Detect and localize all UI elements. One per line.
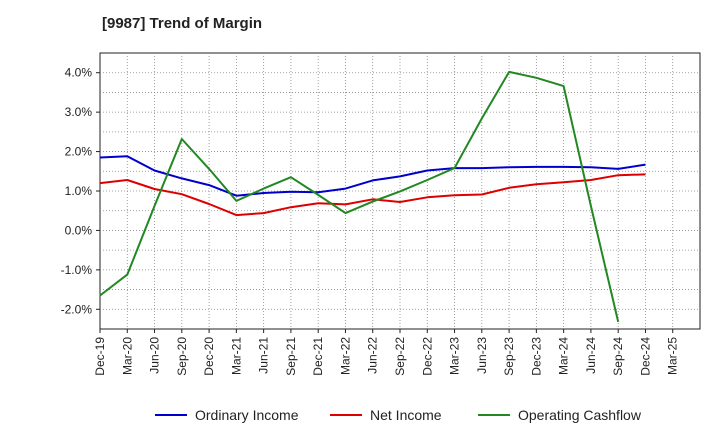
x-tick-label: Mar-22 (338, 337, 352, 375)
x-tick-label: Mar-25 (666, 337, 680, 375)
x-tick-label: Dec-21 (311, 337, 325, 376)
legend-label: Ordinary Income (195, 407, 299, 423)
y-tick-label: 1.0% (65, 184, 93, 198)
x-tick-label: Sep-22 (393, 337, 407, 376)
x-tick-label: Jun-20 (148, 337, 162, 374)
x-tick-label: Dec-23 (529, 337, 543, 376)
y-tick-label: 4.0% (65, 66, 93, 80)
chart-title: [9987] Trend of Margin (102, 15, 263, 32)
series-line-1 (99, 173, 646, 217)
x-tick-label: Sep-20 (175, 337, 189, 376)
x-tick-label: Dec-20 (202, 337, 216, 376)
x-tick-label: Mar-21 (229, 337, 243, 375)
x-tick-label: Jun-21 (257, 337, 271, 374)
x-tick-label: Jun-22 (366, 337, 380, 374)
legend-label: Net Income (370, 407, 442, 423)
x-tick-label: Sep-23 (502, 337, 516, 376)
x-tick-label: Sep-21 (284, 337, 298, 376)
x-tick-label: Dec-19 (93, 337, 107, 376)
series-lines (99, 70, 646, 323)
x-tick-label: Dec-24 (638, 337, 652, 376)
series-line-0 (99, 155, 646, 197)
x-tick-label: Sep-24 (611, 337, 625, 376)
legend-label: Operating Cashflow (518, 407, 642, 423)
x-tick-label: Mar-20 (120, 337, 134, 375)
x-tick-label: Mar-24 (557, 337, 571, 375)
series-line-2 (99, 70, 620, 323)
x-tick-label: Dec-22 (420, 337, 434, 376)
y-tick-label: 0.0% (65, 223, 93, 237)
y-tick-label: -1.0% (61, 263, 93, 277)
y-tick-label: 2.0% (65, 145, 93, 159)
x-tick-label: Jun-23 (475, 337, 489, 374)
x-axis-ticks: Dec-19 Mar-20 Jun-20 Sep-20 Dec-20 Mar-21 Jun-… (93, 329, 680, 376)
x-tick-label: Jun-24 (584, 337, 598, 374)
y-axis-ticks: 4.0% 3.0% 2.0% 1.0% 0.0% -1.0% -2.0% (61, 66, 100, 316)
x-tick-label: Mar-23 (448, 337, 462, 375)
y-tick-label: -2.0% (61, 302, 93, 316)
legend: Ordinary Income Net Income Operating Cashf… (155, 407, 642, 423)
y-tick-label: 3.0% (65, 105, 93, 119)
